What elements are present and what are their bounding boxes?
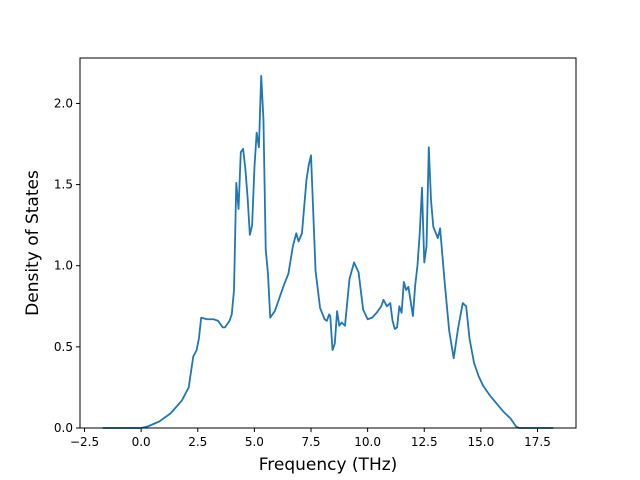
x-tick-label: 5.0	[245, 435, 264, 449]
y-tick-label: 0.5	[54, 340, 73, 354]
y-tick-label: 1.0	[54, 259, 73, 273]
x-axis-label: Frequency (THz)	[259, 455, 398, 475]
x-tick-label: 12.5	[411, 435, 438, 449]
x-tick-label: 2.5	[188, 435, 207, 449]
y-axis-label: Density of States	[23, 170, 43, 316]
axis-ticks: −2.5 0.0 2.5 5.0 7.5 10.0 12.5 15.0 17.50.00.51.…	[54, 96, 551, 449]
x-tick-label: 7.5	[301, 435, 320, 449]
dos-series-line	[102, 74, 554, 429]
x-tick-label: 15.0	[468, 435, 495, 449]
y-tick-label: 0.0	[54, 421, 73, 435]
plot-frame	[79, 57, 577, 429]
x-tick-label: −2.5	[70, 435, 99, 449]
y-tick-label: 1.5	[54, 178, 73, 192]
plot-background	[80, 58, 576, 428]
x-tick-label: 0.0	[132, 435, 151, 449]
x-tick-label: 17.5	[524, 435, 551, 449]
x-tick-label: 10.0	[354, 435, 381, 449]
y-tick-label: 2.0	[54, 96, 73, 110]
